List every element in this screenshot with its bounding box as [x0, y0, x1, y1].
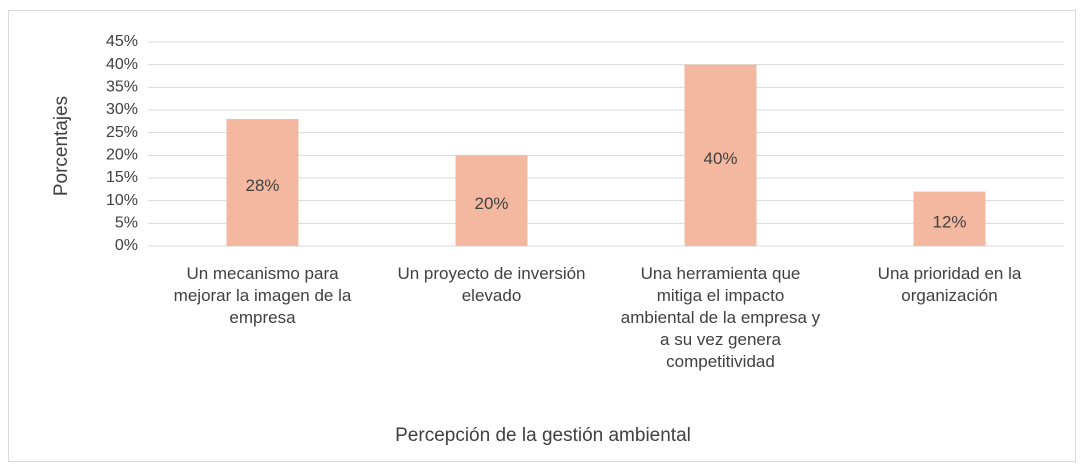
y-tick-label: 15% — [106, 169, 138, 186]
y-tick-label: 0% — [115, 237, 138, 254]
chart-frame — [8, 10, 1076, 462]
y-tick-label: 35% — [106, 79, 138, 96]
y-tick-label: 30% — [106, 101, 138, 118]
y-tick-label: 5% — [115, 215, 138, 232]
y-tick-label: 10% — [106, 192, 138, 209]
y-axis-title: Porcentajes — [51, 96, 72, 196]
bar — [684, 64, 757, 247]
x-tick-label: Una herramienta que mitiga el impacto am… — [620, 264, 821, 371]
y-tick-label: 20% — [106, 147, 138, 164]
bar — [455, 155, 528, 246]
x-tick-label: Una prioridad en la organización — [877, 264, 1022, 305]
data-label: 28% — [245, 176, 279, 195]
data-label: 40% — [703, 149, 737, 168]
y-tick-label: 45% — [106, 33, 138, 50]
bar — [226, 119, 299, 246]
data-label: 20% — [474, 194, 508, 213]
x-tick-label: Un proyecto de inversión elevado — [397, 264, 586, 305]
x-axis-title: Percepción de la gestión ambiental — [395, 425, 691, 446]
y-tick-label: 40% — [106, 56, 138, 73]
y-tick-label: 25% — [106, 124, 138, 141]
bar — [913, 191, 986, 246]
data-label: 12% — [932, 212, 966, 231]
x-tick-label: Un mecanismo para mejorar la imagen de l… — [173, 264, 352, 327]
